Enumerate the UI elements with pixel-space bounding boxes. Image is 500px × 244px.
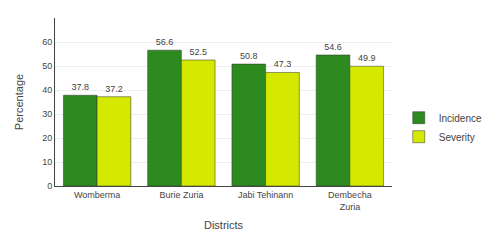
svg-text:Burie Zuria: Burie Zuria [159,190,203,200]
svg-text:52.5: 52.5 [189,47,207,57]
svg-text:60: 60 [42,37,52,47]
svg-text:37.2: 37.2 [105,84,123,94]
svg-text:10: 10 [42,157,52,167]
svg-text:20: 20 [42,133,52,143]
svg-text:Districts: Districts [204,219,244,231]
svg-text:50: 50 [42,61,52,71]
svg-text:0: 0 [47,181,52,191]
svg-text:Womberma: Womberma [74,190,120,200]
svg-text:54.6: 54.6 [324,42,342,52]
svg-text:Severity: Severity [439,132,475,143]
svg-text:30: 30 [42,109,52,119]
svg-text:56.6: 56.6 [156,37,174,47]
svg-text:DembechaZuria: DembechaZuria [328,190,372,212]
svg-text:37.8: 37.8 [72,82,90,92]
svg-text:Jabi Tehinann: Jabi Tehinann [238,190,293,200]
svg-text:50.8: 50.8 [240,51,258,61]
svg-text:47.3: 47.3 [274,59,292,69]
svg-text:Percentage: Percentage [13,74,25,130]
svg-text:40: 40 [42,85,52,95]
svg-text:Incidence: Incidence [439,113,482,124]
svg-text:49.9: 49.9 [358,53,376,63]
